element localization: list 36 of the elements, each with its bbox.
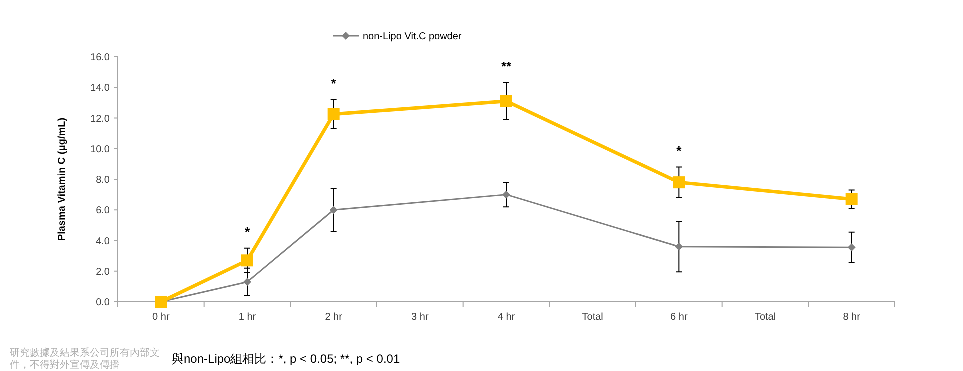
x-tick-label: 4 hr	[498, 312, 516, 323]
point	[328, 108, 340, 120]
x-tick-label: 0 hr	[152, 312, 170, 323]
x-tick-label: 6 hr	[670, 312, 688, 323]
point	[502, 190, 510, 199]
x-tick-label: 3 hr	[412, 312, 430, 323]
y-axis-title: Plasma Vitamin C (μg/mL)	[57, 118, 68, 242]
data-label: *	[244, 224, 251, 240]
x-tick-label: Total	[582, 312, 604, 323]
y-tick-label: 6.0	[96, 206, 110, 217]
legend-label: non-Lipo Vit.C powder	[363, 32, 462, 42]
data-label: *	[331, 76, 338, 91]
y-tick-label: 10.0	[90, 144, 110, 156]
y-tick-label: 16.0	[90, 52, 110, 64]
x-tick-label: 2 hr	[325, 312, 344, 323]
data-label: **	[501, 59, 512, 74]
point	[242, 254, 254, 267]
x-tick-label: Total	[754, 312, 776, 323]
point	[846, 193, 858, 206]
point	[675, 242, 684, 251]
point	[848, 244, 856, 252]
x-tick-label: 8 hr	[843, 312, 862, 323]
data-label: *	[676, 143, 683, 158]
y-tick-label: 12.0	[90, 114, 110, 125]
point	[500, 95, 512, 108]
point	[330, 206, 338, 214]
y-tick-label: 8.0	[96, 175, 110, 186]
point	[673, 176, 686, 189]
text: 研究數據及結果系公司所有內部文件，不得對外宣傳及傳播	[10, 347, 160, 371]
y-tick-label: 14.0	[90, 83, 110, 94]
y-tick-label: 4.0	[96, 236, 110, 248]
text: 與non-Lipo組相比：*, p < 0.05; **, p < 0.01	[172, 352, 400, 366]
x-tick-label: 1 hr	[238, 312, 257, 323]
point	[244, 278, 252, 286]
y-tick-label: 0.0	[96, 298, 110, 308]
y-tick-label: 2.0	[96, 266, 110, 278]
